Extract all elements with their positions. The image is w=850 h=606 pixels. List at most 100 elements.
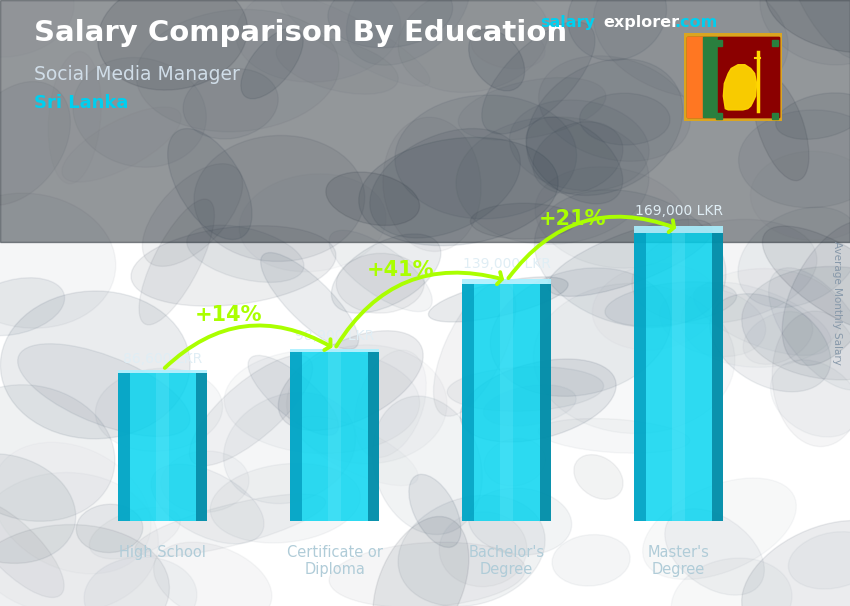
Ellipse shape	[739, 110, 850, 208]
Ellipse shape	[328, 0, 453, 48]
Ellipse shape	[456, 117, 649, 244]
Ellipse shape	[98, 0, 247, 90]
Text: Bachelor's
Degree: Bachelor's Degree	[468, 545, 545, 578]
Ellipse shape	[0, 82, 71, 205]
Ellipse shape	[468, 29, 524, 91]
Ellipse shape	[460, 359, 616, 442]
Ellipse shape	[224, 393, 355, 504]
Ellipse shape	[535, 190, 726, 327]
Bar	[540, 284, 552, 521]
Bar	[462, 284, 552, 521]
Ellipse shape	[632, 219, 817, 324]
Ellipse shape	[526, 59, 683, 196]
Ellipse shape	[509, 100, 649, 191]
Ellipse shape	[359, 138, 558, 245]
Polygon shape	[723, 65, 756, 110]
Ellipse shape	[547, 219, 712, 296]
Text: 139,000 LKR: 139,000 LKR	[462, 258, 551, 271]
Ellipse shape	[398, 495, 545, 606]
Bar	[118, 373, 207, 521]
Text: 169,000 LKR: 169,000 LKR	[635, 204, 722, 218]
Ellipse shape	[190, 355, 313, 466]
Ellipse shape	[768, 268, 850, 390]
Bar	[0, 0, 850, 242]
Ellipse shape	[73, 58, 207, 167]
Bar	[462, 284, 473, 521]
Ellipse shape	[742, 267, 850, 380]
Ellipse shape	[332, 234, 441, 313]
Ellipse shape	[409, 474, 461, 547]
Bar	[500, 284, 513, 521]
Ellipse shape	[187, 225, 304, 282]
Ellipse shape	[326, 172, 420, 225]
Ellipse shape	[580, 93, 670, 145]
Ellipse shape	[776, 93, 850, 139]
Bar	[711, 233, 723, 521]
Ellipse shape	[468, 488, 572, 555]
Text: 98,900 LKR: 98,900 LKR	[295, 330, 374, 344]
Ellipse shape	[241, 28, 303, 99]
Text: salary: salary	[540, 15, 595, 30]
Ellipse shape	[760, 0, 850, 65]
Ellipse shape	[183, 68, 278, 139]
Ellipse shape	[0, 385, 115, 521]
Ellipse shape	[76, 504, 143, 553]
Bar	[290, 352, 379, 521]
Bar	[718, 37, 779, 118]
Ellipse shape	[490, 268, 671, 396]
Bar	[328, 352, 342, 521]
Ellipse shape	[710, 294, 830, 392]
Text: Certificate or
Diploma: Certificate or Diploma	[286, 545, 383, 578]
Bar	[118, 370, 207, 373]
Bar	[156, 373, 169, 521]
Bar	[290, 352, 302, 521]
Ellipse shape	[151, 464, 264, 544]
Ellipse shape	[0, 278, 65, 336]
Text: 86,600 LKR: 86,600 LKR	[123, 351, 202, 365]
Ellipse shape	[0, 291, 190, 439]
Ellipse shape	[742, 521, 850, 606]
Bar	[634, 233, 723, 521]
Ellipse shape	[131, 225, 336, 306]
Ellipse shape	[470, 203, 576, 239]
Bar	[703, 37, 717, 118]
Bar	[634, 233, 646, 521]
Ellipse shape	[329, 230, 433, 311]
Ellipse shape	[347, 0, 470, 65]
Ellipse shape	[372, 396, 482, 534]
Text: Social Media Manager: Social Media Manager	[34, 65, 240, 84]
Ellipse shape	[136, 10, 339, 132]
Bar	[118, 373, 130, 521]
Ellipse shape	[593, 0, 788, 99]
Ellipse shape	[526, 117, 623, 204]
Text: High School: High School	[119, 545, 207, 560]
Bar	[672, 233, 685, 521]
Ellipse shape	[278, 331, 423, 430]
Bar	[290, 348, 379, 352]
Ellipse shape	[261, 253, 359, 349]
Ellipse shape	[337, 253, 424, 313]
Ellipse shape	[0, 193, 116, 328]
Ellipse shape	[434, 282, 516, 416]
Ellipse shape	[154, 542, 272, 606]
Bar	[462, 279, 552, 284]
Bar	[196, 373, 207, 521]
Ellipse shape	[167, 128, 252, 239]
Ellipse shape	[0, 525, 169, 606]
Ellipse shape	[447, 367, 604, 411]
Text: Master's
Degree: Master's Degree	[648, 545, 710, 578]
Ellipse shape	[194, 136, 365, 261]
Ellipse shape	[135, 494, 326, 556]
Text: Average Monthly Salary: Average Monthly Salary	[832, 241, 842, 365]
Ellipse shape	[665, 509, 764, 595]
Ellipse shape	[370, 128, 520, 238]
Ellipse shape	[482, 22, 595, 134]
Ellipse shape	[782, 221, 850, 365]
Ellipse shape	[373, 516, 469, 606]
Ellipse shape	[574, 454, 623, 499]
Ellipse shape	[766, 0, 850, 53]
Bar	[634, 226, 723, 233]
Ellipse shape	[18, 344, 190, 436]
Ellipse shape	[484, 385, 576, 426]
Ellipse shape	[738, 207, 850, 307]
